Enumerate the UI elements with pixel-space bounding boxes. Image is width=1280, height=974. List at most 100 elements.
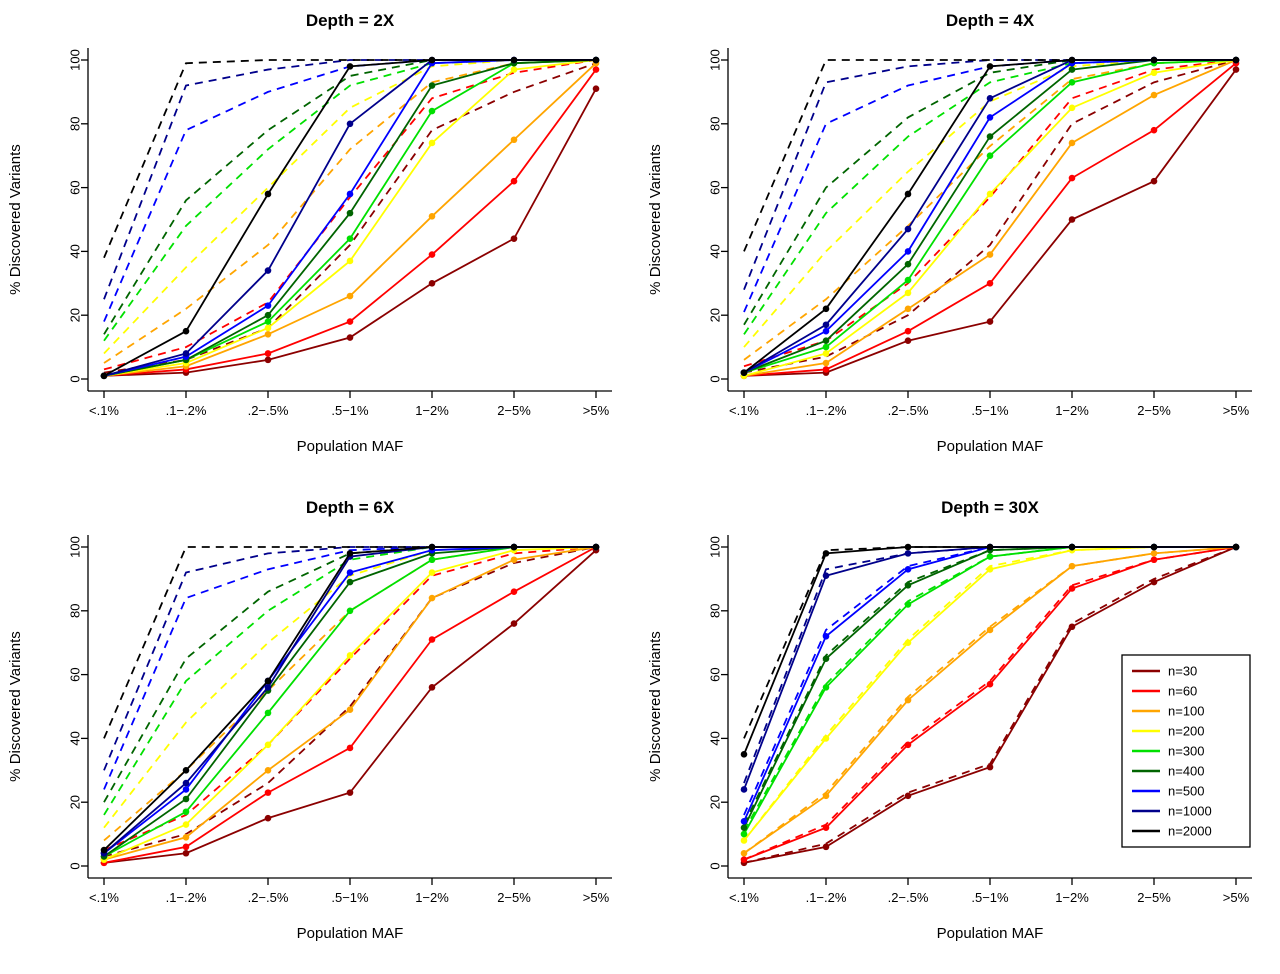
x-tick-label: .5−1% [971, 890, 1009, 905]
data-point [904, 550, 912, 557]
data-point [1068, 543, 1076, 551]
x-tick-label: 1−2% [415, 890, 449, 905]
x-tick-label: 2−5% [1137, 403, 1171, 418]
series-n=200-solid [100, 543, 600, 863]
x-tick-label: >5% [1223, 890, 1250, 905]
data-point [1150, 543, 1158, 551]
data-point [346, 607, 354, 615]
y-tick-label: 60 [708, 180, 723, 194]
data-point [904, 601, 912, 608]
x-axis-label: Population MAF [297, 925, 404, 942]
data-point [510, 543, 518, 551]
data-point [264, 331, 272, 338]
data-point [822, 735, 830, 742]
series-n=2000-dashed [103, 59, 596, 259]
data-point [346, 257, 354, 265]
data-point [1150, 56, 1158, 64]
data-point [986, 680, 994, 688]
series-n=400-dashed [743, 59, 1236, 326]
x-tick-label: .5−1% [331, 890, 369, 905]
data-point [264, 350, 272, 357]
data-point [182, 808, 190, 816]
data-point [264, 324, 272, 332]
y-tick-label: 80 [708, 117, 723, 131]
data-point [592, 543, 600, 551]
data-point [264, 267, 272, 274]
data-point [904, 276, 912, 284]
series-line [743, 59, 1236, 374]
data-point [510, 556, 518, 564]
data-point [346, 334, 354, 341]
data-point [346, 578, 354, 586]
data-point [264, 767, 272, 774]
panel-title: Depth = 4X [946, 11, 1035, 30]
data-point [1232, 56, 1240, 64]
series-line [743, 59, 1236, 374]
data-point [428, 56, 436, 64]
series-line [103, 546, 596, 858]
data-point [346, 190, 354, 198]
series-n=500-dashed [743, 546, 1236, 816]
data-point [822, 633, 830, 640]
data-point [428, 251, 436, 258]
x-tick-label: 1−2% [1055, 890, 1089, 905]
data-point [822, 655, 830, 662]
x-tick-label: 2−5% [497, 403, 531, 418]
data-point [264, 302, 272, 309]
data-point [264, 677, 272, 685]
data-point [1068, 104, 1076, 112]
data-point [904, 327, 912, 335]
data-point [1068, 79, 1076, 86]
data-point [740, 849, 748, 857]
series-n=500-solid [740, 56, 1240, 376]
y-axis-label: % Discovered Variants [647, 144, 664, 295]
x-tick-label: .5−1% [331, 403, 369, 418]
series-n=200-dashed [103, 546, 596, 829]
data-point [740, 830, 748, 838]
y-tick-label: 40 [68, 244, 83, 258]
data-point [904, 248, 912, 255]
legend-label: n=400 [1168, 764, 1205, 779]
data-point [264, 190, 272, 198]
data-point [1150, 578, 1158, 586]
legend-entry: n=2000 [1132, 824, 1212, 839]
data-point [428, 213, 436, 220]
data-point [740, 856, 748, 863]
data-point [904, 566, 912, 573]
x-tick-label: <.1% [729, 890, 759, 905]
data-point [182, 786, 190, 793]
legend-entry: n=30 [1132, 664, 1197, 679]
data-point [346, 235, 354, 242]
x-tick-label: .1−.2% [166, 890, 207, 905]
x-tick-label: .2−.5% [888, 890, 929, 905]
x-axis-label: Population MAF [937, 438, 1044, 455]
data-point [182, 843, 190, 851]
data-point [822, 337, 830, 345]
series-line [103, 59, 596, 377]
data-point [1068, 216, 1076, 223]
x-tick-label: <.1% [89, 403, 119, 418]
data-point [740, 818, 748, 825]
series-n=1000-dashed [103, 546, 596, 771]
data-point [822, 792, 830, 800]
y-tick-label: 0 [68, 862, 83, 869]
data-point [510, 235, 518, 242]
data-point [100, 846, 108, 854]
series-line [103, 546, 596, 854]
chart-panel-depth-6x: Depth = 6X 0 20 40 60 80 100 <.1% .1−.2% .2−.5% .5… [0, 487, 640, 974]
data-point [346, 292, 354, 300]
data-point [100, 372, 108, 380]
x-tick-label: >5% [1223, 403, 1250, 418]
x-axis-label: Population MAF [297, 438, 404, 455]
data-point [904, 190, 912, 198]
data-point [346, 744, 354, 752]
x-tick-label: .1−.2% [166, 403, 207, 418]
series-line [103, 59, 596, 377]
legend-label: n=30 [1168, 664, 1197, 679]
y-tick-label: 100 [708, 49, 723, 71]
y-tick-label: 20 [68, 795, 83, 809]
data-point [986, 543, 994, 551]
series-line [103, 546, 597, 861]
data-point [264, 356, 272, 364]
series-line [103, 546, 596, 858]
